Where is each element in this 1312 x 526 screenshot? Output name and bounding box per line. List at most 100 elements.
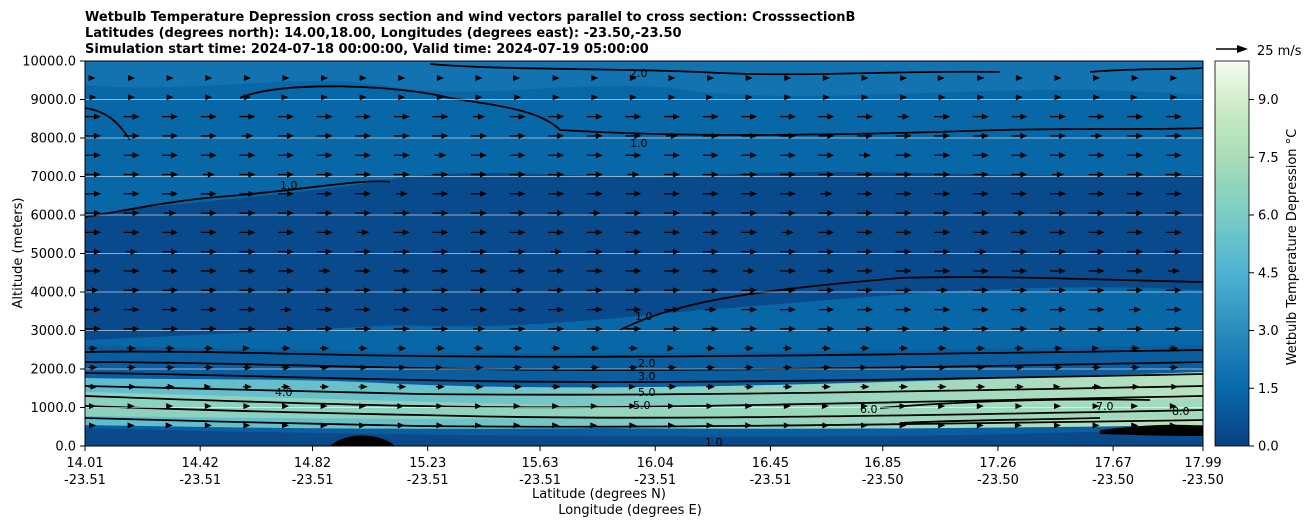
wind-vector <box>1050 229 1066 236</box>
wind-vector <box>1050 113 1066 120</box>
wind-vector <box>393 306 410 313</box>
wind-vector <box>976 383 986 390</box>
wind-vector <box>85 152 101 159</box>
wind-vector <box>895 248 912 255</box>
wind-vector <box>781 229 794 236</box>
y-tick-label: 8000.0 <box>31 132 77 147</box>
wind-vector <box>357 229 370 236</box>
wind-vector <box>1127 171 1144 178</box>
wind-vector <box>316 229 333 236</box>
wind-vector <box>320 364 330 371</box>
chart-title-line-3: Simulation start time: 2024-07-18 00:00:… <box>85 42 649 57</box>
wind-vector <box>1050 190 1066 197</box>
wind-vector <box>706 345 716 352</box>
wind-vector <box>625 287 642 294</box>
wind-vector <box>1015 75 1023 81</box>
x-tick-label-lon: -23.51 <box>634 473 676 488</box>
colorbar-tick-label: 6.0 <box>1258 209 1279 224</box>
contour-label-1: 1.0 <box>635 310 653 323</box>
wind-vector <box>513 364 523 371</box>
wind-vector <box>895 287 912 294</box>
wind-vector <box>475 403 482 410</box>
wind-vector <box>586 268 603 274</box>
wind-vector <box>509 325 526 332</box>
wind-vector <box>316 190 333 197</box>
wind-vector <box>1011 190 1028 197</box>
wind-vector <box>1165 210 1182 217</box>
wind-vector <box>393 325 410 332</box>
y-tick-label: 3000.0 <box>31 324 77 339</box>
wind-vector <box>127 422 135 429</box>
wind-vector <box>625 229 642 236</box>
wind-vector <box>1054 94 1062 101</box>
wind-vector <box>821 383 831 390</box>
wind-vector <box>1092 383 1102 390</box>
wind-vector <box>628 364 638 371</box>
wind-vector <box>897 325 910 332</box>
wind-vector <box>972 132 989 139</box>
wind-vector <box>548 171 565 178</box>
wind-vector <box>702 229 719 236</box>
wind-vector <box>1011 152 1028 159</box>
wind-vector <box>1169 345 1179 352</box>
wind-vector <box>509 171 526 178</box>
wind-vector <box>162 190 179 197</box>
contour-label-8: 8.0 <box>1172 405 1190 418</box>
wind-vector <box>359 422 367 429</box>
wind-vector <box>85 306 101 313</box>
wind-vector <box>586 113 603 120</box>
wind-vector <box>784 94 792 101</box>
wind-vector <box>588 210 601 217</box>
wind-vector <box>123 113 140 120</box>
wind-vector <box>316 287 333 294</box>
wind-vector <box>127 364 137 371</box>
x-tick-label-lon: -23.51 <box>749 473 791 488</box>
wind-vector <box>320 383 330 390</box>
wind-vector <box>239 268 256 274</box>
wind-vector <box>934 268 951 274</box>
wind-vector <box>548 306 565 313</box>
colorbar-tick-label: 4.5 <box>1258 266 1279 281</box>
wind-vector <box>85 325 101 332</box>
wind-vector <box>1054 403 1061 410</box>
wind-vector <box>744 364 754 371</box>
wind-vector <box>432 268 449 274</box>
wind-vector <box>779 306 796 313</box>
wind-vector <box>85 171 101 178</box>
wind-vector <box>1053 383 1061 390</box>
wind-vector <box>702 132 719 139</box>
wind-vector <box>666 132 678 139</box>
wind-vector <box>1165 306 1182 313</box>
wind-vector <box>937 383 947 390</box>
y-tick-label: 7000.0 <box>31 170 77 185</box>
wind-vector <box>702 190 719 197</box>
wind-vector <box>821 403 829 410</box>
wind-vector <box>1127 229 1144 236</box>
wind-vector <box>1050 325 1066 332</box>
contour-field: 1.0 1.0 1.0 1.0 2.0 2.0 3.0 5.0 5.0 4.0 … <box>85 61 1203 446</box>
wind-vector <box>435 345 445 352</box>
wind-vector <box>741 152 758 159</box>
wind-vector <box>471 268 487 274</box>
wind-vector <box>938 94 946 101</box>
wind-vector <box>706 364 716 371</box>
wind-vector <box>783 364 793 371</box>
wind-vector <box>88 75 96 81</box>
wind-vector <box>355 171 372 178</box>
wind-vector <box>162 287 179 294</box>
wind-vector <box>548 268 565 274</box>
x-tick-label-lat: 16.04 <box>637 456 674 471</box>
wind-vector <box>972 210 989 217</box>
wind-vector <box>432 248 449 255</box>
wind-vector <box>938 403 946 410</box>
wind-vector <box>818 152 835 159</box>
wind-vector <box>1169 383 1179 390</box>
wind-vector <box>625 248 642 255</box>
wind-vector <box>1088 152 1105 159</box>
wind-vector <box>393 171 410 178</box>
wind-vector <box>204 345 214 352</box>
wind-vector <box>745 422 753 429</box>
wind-vector <box>278 190 294 197</box>
wind-vector <box>552 94 560 101</box>
wind-vector <box>1054 75 1062 81</box>
